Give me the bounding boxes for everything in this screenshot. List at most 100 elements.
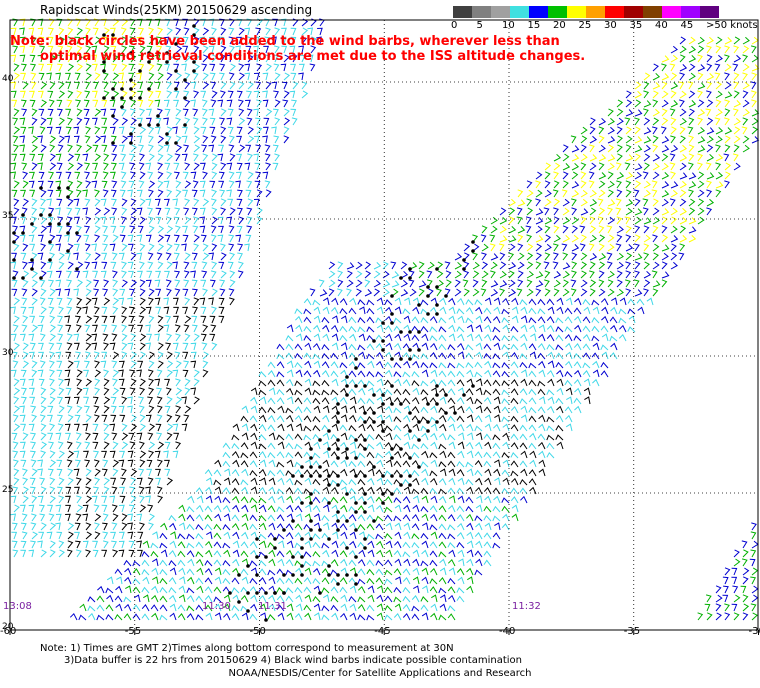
wind-barb [592, 306, 600, 315]
wind-barb [66, 405, 73, 414]
wind-barb [258, 586, 267, 594]
wind-barb [283, 54, 290, 63]
wind-barb [402, 551, 411, 558]
wind-barb [76, 504, 84, 513]
wind-barb [538, 423, 546, 432]
wind-barb [490, 288, 499, 297]
wind-barb [120, 216, 127, 225]
wind-barb [375, 523, 384, 531]
wind-barb [565, 360, 573, 369]
wind-barb [76, 117, 83, 126]
wind-barb [164, 405, 171, 414]
wind-barb [175, 396, 183, 405]
wind-barb [285, 407, 294, 414]
wind-barb [74, 243, 80, 252]
wind-barb [166, 153, 173, 162]
wind-barb [535, 225, 543, 234]
wind-barb [501, 380, 510, 387]
wind-barb [220, 270, 227, 279]
wind-barb [448, 594, 456, 603]
wind-barb [606, 225, 613, 234]
wind-barb [112, 288, 119, 297]
contamination-circle [354, 438, 358, 442]
wind-barb [481, 279, 488, 288]
wind-barb [276, 388, 285, 396]
wind-barb [411, 469, 420, 477]
wind-barb [57, 54, 63, 63]
wind-barb [715, 171, 724, 180]
wind-barb [526, 279, 533, 288]
wind-barb [652, 99, 659, 108]
wind-barb [66, 270, 72, 279]
wind-barb [733, 72, 740, 81]
wind-barb [448, 324, 456, 333]
wind-barb [201, 270, 208, 279]
wind-barb [249, 577, 258, 585]
wind-barb [634, 117, 640, 126]
wind-barb [526, 189, 534, 198]
wind-barb [46, 198, 52, 207]
wind-barb [688, 172, 697, 180]
wind-barb [582, 352, 591, 360]
wind-barb [130, 99, 137, 108]
wind-barb [309, 288, 316, 297]
wind-barb [483, 406, 492, 414]
wind-barb [544, 217, 553, 225]
wind-barb [276, 595, 285, 603]
wind-barb [511, 504, 519, 513]
wind-barb [148, 360, 155, 369]
wind-barb [670, 117, 677, 126]
wind-barb [688, 117, 695, 126]
wind-barb [357, 443, 366, 450]
wind-barb [184, 387, 191, 396]
wind-barb [679, 189, 687, 198]
wind-barb [508, 235, 517, 243]
wind-barb [58, 495, 65, 504]
wind-barb [652, 288, 659, 297]
wind-barb [256, 99, 262, 108]
wind-barb [94, 189, 100, 198]
wind-barb [201, 63, 208, 72]
wind-barb [29, 477, 36, 486]
wind-barb [55, 279, 62, 288]
wind-barb [195, 604, 204, 612]
wind-barb [229, 81, 236, 90]
wind-barb [454, 288, 462, 297]
wind-barb [357, 433, 366, 441]
wind-barb [502, 297, 510, 306]
wind-barb [229, 270, 236, 279]
wind-barb [751, 136, 760, 144]
wind-barb [358, 351, 366, 360]
wind-barb [253, 153, 260, 162]
wind-barb [238, 27, 245, 36]
wind-barb [357, 469, 366, 477]
wind-barb [256, 207, 263, 216]
wind-barb [173, 90, 180, 99]
wind-barb [193, 243, 200, 252]
wind-barb [475, 342, 483, 351]
wind-barb [544, 252, 551, 261]
wind-barb [276, 604, 285, 612]
wind-barb [121, 261, 127, 270]
wind-barb [184, 297, 191, 306]
wind-barb [220, 198, 227, 207]
wind-barb [286, 603, 294, 612]
wind-barb [22, 342, 29, 351]
wind-barb [634, 261, 641, 270]
wind-barb [706, 45, 712, 54]
wind-barb [190, 99, 196, 108]
wind-barb [214, 603, 222, 612]
scale-swatch [529, 6, 548, 18]
wind-barb [643, 279, 651, 288]
wind-barb [88, 612, 96, 621]
wind-barb [145, 486, 151, 495]
wind-barb [159, 542, 168, 549]
wind-barb [22, 351, 29, 360]
wind-barb [183, 414, 190, 423]
wind-barb [555, 352, 564, 360]
wind-barb [340, 441, 348, 450]
wind-barb [661, 117, 669, 126]
wind-barb [357, 326, 366, 333]
wind-barb [357, 596, 366, 603]
wind-barb [244, 72, 251, 81]
